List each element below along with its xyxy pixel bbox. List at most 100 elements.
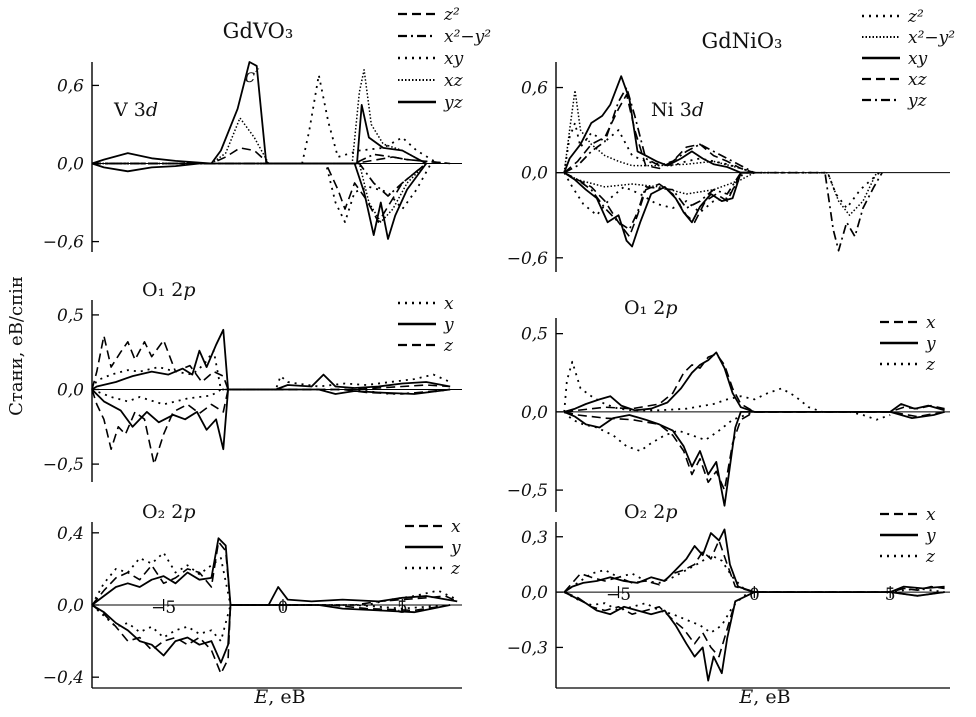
series-line-yz-down: [91, 162, 427, 240]
y-tick-label: 0,5: [57, 306, 84, 326]
y-tick-label: −0,6: [43, 233, 84, 253]
series-line-y-down: [563, 591, 945, 682]
legend-label: x²−y²: [908, 28, 955, 48]
series-line-z²-down: [563, 171, 880, 217]
y-tick-label: 0,0: [57, 596, 84, 616]
xlabel-unit: , eB: [268, 686, 305, 708]
figure-xlabel-left: E, eB: [253, 686, 305, 708]
series-line-y-up: [91, 537, 458, 606]
series-line-yz-down: [563, 171, 883, 252]
series-line-y-up: [563, 528, 945, 593]
legend-label: x: [444, 294, 454, 314]
xlabel-var: E: [253, 686, 268, 708]
series-line-z-up: [563, 360, 891, 421]
y-tick-label: −0,4: [43, 668, 84, 688]
series-line-x-down: [564, 411, 945, 491]
panel-label: O₁ 2p: [624, 297, 678, 319]
legend-label: yz: [907, 91, 928, 111]
x-tick-label: 0: [278, 598, 289, 618]
legend-label: z²: [443, 5, 460, 25]
y-tick-label: 0,5: [521, 325, 548, 345]
xlabel-unit: , eB: [753, 686, 790, 708]
series-line-z-up: [91, 551, 458, 606]
series-line-yz-up: [563, 86, 755, 174]
series-line-x-down: [91, 388, 451, 406]
figure-xlabel-right: E, eB: [738, 686, 790, 708]
y-tick-label: −0,6: [507, 249, 548, 269]
series-line-y-up: [563, 351, 945, 413]
series-line-y-up: [91, 328, 451, 391]
series-line-z-up: [91, 335, 451, 391]
legend-label: xz: [444, 71, 464, 91]
series-line-xz-down: [92, 162, 427, 223]
legend-label: x: [926, 505, 936, 525]
series-line-z-down: [91, 388, 451, 465]
y-tick-label: 0,6: [521, 79, 548, 99]
y-tick-label: 0,0: [521, 164, 548, 184]
y-tick-label: 0,0: [521, 583, 548, 603]
panel-label: V 3d: [113, 99, 158, 121]
x-tick-label: −5: [151, 598, 176, 618]
series-line-y-down: [91, 388, 451, 451]
figure-ylabel: Стани, eВ/спін: [6, 276, 27, 416]
panel-label: O₁ 2p: [142, 279, 196, 301]
legend-label: xy: [444, 49, 464, 69]
series-line-z²-up: [92, 147, 451, 165]
series-line-xz-down: [563, 171, 755, 238]
column-title-gdnio3: GdNiO₃: [702, 29, 783, 53]
legend-label: z: [450, 559, 461, 579]
legend-label: x: [926, 313, 936, 333]
xlabel-var: E: [738, 686, 753, 708]
legend-label: xz: [908, 70, 928, 90]
series-line-xy-down: [92, 162, 432, 223]
legend-label: y: [925, 334, 936, 354]
y-tick-label: −0,5: [43, 455, 84, 475]
legend-label: y: [925, 526, 936, 546]
legend-label: x: [451, 517, 461, 537]
y-tick-label: 0,0: [521, 403, 548, 423]
y-tick-label: −0,3: [507, 638, 548, 658]
series-line-y-down: [563, 411, 945, 507]
y-tick-label: 0,0: [57, 381, 84, 401]
panel-o2_ni: −0,3 0,0 0,3 −5 0 5 O₂ 2p xyz: [507, 501, 950, 689]
series-line-x-up: [564, 353, 945, 413]
legend-label: yz: [443, 93, 464, 113]
series-line-z²-down: [92, 162, 427, 223]
series-line-xy-down: [563, 171, 755, 248]
series-line-x-up: [91, 541, 458, 606]
panel-label: O₂ 2p: [142, 501, 196, 523]
series-line-yz-up: [91, 61, 427, 165]
series-line-x-up: [91, 349, 451, 391]
series-line-xy-up: [92, 74, 439, 165]
column-title-gdvo3: GdVO₃: [223, 19, 294, 43]
legend-label: z²: [907, 7, 924, 27]
panel-o1_v: −0,5 0,0 0,5 O₁ 2p xyz: [43, 279, 462, 482]
x-tick-label: 0: [749, 585, 760, 605]
y-tick-label: 0,3: [521, 528, 548, 548]
y-tick-label: −0,5: [507, 481, 548, 501]
panel-label: O₂ 2p: [624, 501, 678, 523]
series-line-xz-up: [563, 93, 755, 174]
legend-label: x²−y²: [444, 27, 491, 47]
y-tick-label: 0,0: [57, 155, 84, 175]
legend-label: z: [925, 547, 936, 567]
series-line-xy-up: [563, 75, 755, 174]
panel-label: Ni 3d: [651, 99, 704, 121]
y-tick-label: 0,4: [57, 524, 84, 544]
peak-annotation: c′: [244, 65, 260, 87]
legend-label: z: [925, 355, 936, 375]
series-line-x²−y²-down: [563, 171, 878, 216]
series-line-x²−y²-up: [92, 153, 451, 165]
x-tick-label: −5: [606, 585, 631, 605]
panel-o1_ni: −0,5 0,0 0,5 O₁ 2p xyz: [507, 297, 950, 512]
panels: −0,60,00,6V 3dc′z²x²−y²xyxzyz−0,50,00,5O…: [43, 5, 955, 689]
legend-label: z: [443, 336, 454, 356]
y-tick-label: 0,6: [57, 76, 84, 96]
x-tick-label: 5: [885, 585, 896, 605]
series-line-z-down: [563, 591, 755, 634]
series-line-y-down: [91, 604, 451, 664]
